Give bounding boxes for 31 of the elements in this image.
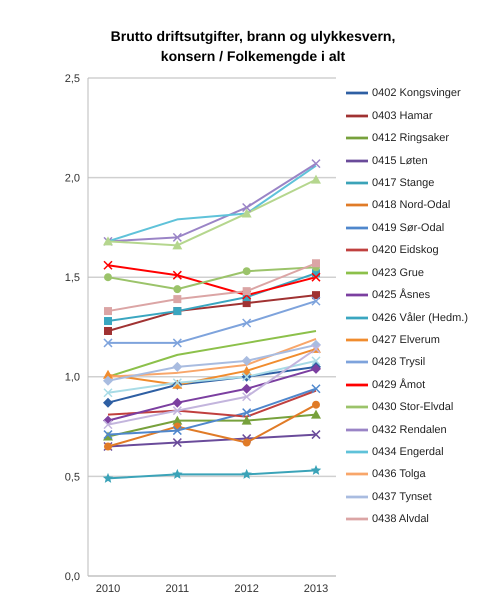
legend-label: 0437 Tynset [372,490,432,503]
x-tick-label: 2012 [234,582,259,595]
legend-label: 0425 Åsnes [372,289,430,301]
x-tick-label: 2013 [304,582,328,595]
legend-label: 0429 Åmot [372,378,426,391]
y-tick-label: 1,5 [64,272,80,284]
legend-label: 0415 Løten [372,154,428,167]
legend-label: 0430 Stor-Elvdal [372,401,454,414]
legend-label: 0420 Eidskog [372,244,439,256]
y-tick-label: 2,0 [64,172,80,185]
y-tick-label: 2,5 [64,72,80,85]
y-tick-label: 1,0 [64,372,80,384]
legend-label: 0434 Engerdal [372,446,444,458]
legend-label: 0418 Nord-Odal [372,199,450,212]
legend-label: 0426 Våler (Hedm.) [372,311,468,324]
y-tick-label: 0,0 [64,570,80,583]
x-tick-label: 2010 [96,582,120,595]
legend-label: 0412 Ringsaker [372,132,450,144]
legend-label: 0427 Elverum [372,334,440,346]
chart-title: Brutto driftsutgifter, brann og ulykkesvern, konsern / Folkemengde i alt [110,27,396,66]
legend-label: 0403 Hamar [372,110,433,122]
legend-label: 0419 Sør-Odal [372,222,444,234]
legend-label: 0436 Tolga [372,468,426,480]
legend-label: 0423 Grue [372,266,424,279]
legend-label: 0417 Stange [372,176,434,189]
x-tick-label: 2011 [166,582,190,595]
legend-label: 0428 Trysil [372,356,426,368]
legend-label: 0438 Alvdal [372,513,429,526]
legend-label: 0432 Rendalen [372,423,447,436]
y-tick-label: 0,5 [64,471,80,484]
legend-label: 0402 Kongsvinger [372,87,461,100]
